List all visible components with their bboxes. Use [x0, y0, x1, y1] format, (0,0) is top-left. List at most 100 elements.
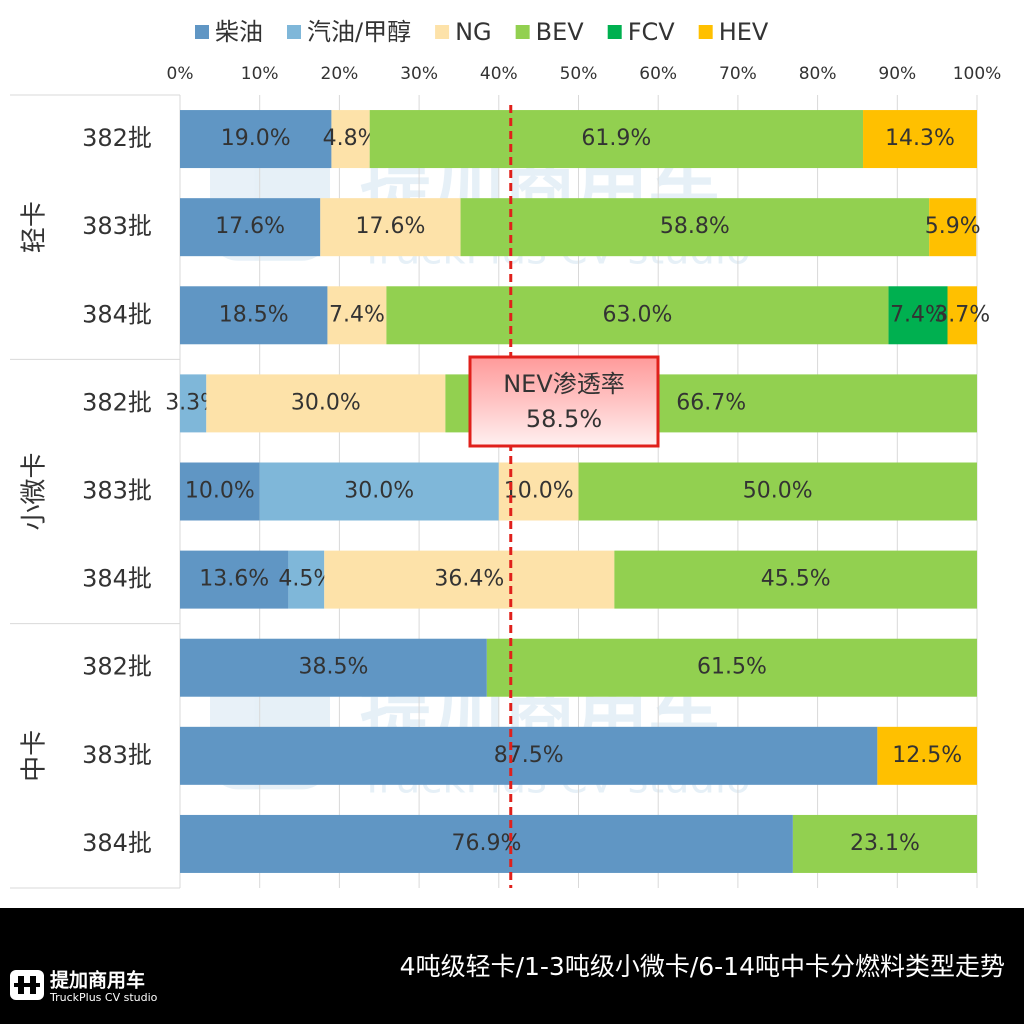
bar-segment	[877, 726, 977, 785]
data-label: 17.6%	[355, 214, 425, 239]
data-label: 14.3%	[885, 126, 955, 151]
category-label: 384批	[82, 565, 152, 593]
data-label: 61.5%	[697, 655, 767, 680]
bar-segment	[180, 462, 260, 521]
bar-segment	[259, 462, 499, 521]
bar-segment	[180, 110, 332, 169]
data-label: 10.0%	[185, 479, 255, 504]
category-label: 384批	[82, 829, 152, 857]
data-label: 45.5%	[761, 567, 831, 592]
category-label: 382批	[82, 653, 152, 681]
data-label: 30.0%	[291, 390, 361, 415]
data-label: 7.4%	[890, 302, 946, 327]
bar-segment	[331, 110, 370, 169]
bar-segment	[324, 550, 615, 609]
legend-swatch	[515, 25, 530, 39]
data-label: 61.9%	[581, 126, 651, 151]
logo-subtext: TruckPlus CV studio	[49, 991, 158, 1004]
data-label: 10.0%	[504, 479, 574, 504]
annotation-text: NEV渗透率	[503, 370, 625, 398]
category-label: 382批	[82, 388, 152, 416]
bar-segment	[320, 198, 461, 257]
legend-swatch	[287, 25, 301, 39]
data-label: 63.0%	[603, 302, 673, 327]
data-label: 50.0%	[743, 479, 813, 504]
data-label: 23.1%	[850, 831, 920, 856]
category-label: 383批	[82, 477, 152, 505]
data-label: 38.5%	[298, 655, 368, 680]
data-label: 58.8%	[660, 214, 730, 239]
bar-segment	[180, 198, 321, 257]
group-label: 轻卡	[20, 201, 50, 253]
data-label: 87.5%	[494, 743, 564, 768]
bar-segment	[180, 638, 487, 697]
x-tick-label: 90%	[878, 64, 916, 84]
legend-label: 柴油	[215, 18, 263, 46]
legend-label: HEV	[719, 18, 769, 46]
footer-title: 4吨级轻卡/1-3吨级小微卡/6-14吨中卡分燃料类型走势	[400, 952, 1005, 981]
data-label: 66.7%	[676, 390, 746, 415]
x-tick-label: 70%	[719, 64, 757, 84]
category-label: 383批	[82, 741, 152, 769]
category-label: 384批	[82, 300, 152, 328]
logo-name: 提加商用车	[50, 969, 145, 992]
bar-segment	[947, 286, 977, 345]
data-label: 18.5%	[219, 302, 289, 327]
x-tick-label: 40%	[480, 64, 518, 84]
bar-segment	[180, 726, 878, 785]
x-tick-label: 60%	[639, 64, 677, 84]
bar-segment	[792, 814, 977, 873]
legend-label: 汽油/甲醇	[307, 18, 411, 46]
x-tick-label: 30%	[400, 64, 438, 84]
logo-icon	[10, 970, 44, 1000]
category-label: 383批	[82, 212, 152, 240]
bar-segment	[327, 286, 387, 345]
data-label: 19.0%	[221, 126, 291, 151]
x-tick-label: 0%	[167, 64, 194, 84]
legend-label: FCV	[628, 18, 676, 46]
bar-segment	[578, 462, 977, 521]
data-label: 4.8%	[323, 126, 379, 151]
bar-segment	[863, 110, 977, 169]
bar-segment	[180, 550, 289, 609]
annotation-box	[468, 355, 660, 448]
bar-segment	[460, 198, 930, 257]
x-tick-label: 50%	[560, 64, 598, 84]
x-tick-label: 80%	[799, 64, 837, 84]
group-label: 小微卡	[20, 452, 50, 530]
bar-segment	[486, 638, 977, 697]
x-tick-label: 20%	[321, 64, 359, 84]
legend-swatch	[698, 25, 713, 39]
bar-segment	[180, 374, 207, 433]
legend-swatch	[195, 25, 209, 39]
legend-swatch	[607, 25, 622, 39]
bar-segment	[369, 110, 864, 169]
data-label: 5.9%	[925, 214, 981, 239]
plot: 0% 10% 20% 30% 40% 50% 60% 70% 80% 90% 100% 382批 19.…	[10, 64, 1002, 889]
data-label: 3.7%	[934, 302, 990, 327]
category-label: 382批	[82, 124, 152, 152]
group-label: 中卡	[20, 730, 50, 782]
bar-segment	[888, 286, 948, 345]
legend-label: BEV	[536, 18, 585, 46]
bar-segment	[929, 198, 977, 257]
data-label: 30.0%	[344, 479, 414, 504]
bar-segment	[614, 550, 977, 609]
annotation-value: 58.5%	[526, 405, 602, 433]
bar-segment	[206, 374, 446, 433]
bar-segment	[386, 286, 889, 345]
data-label: 12.5%	[892, 743, 962, 768]
bar-segment	[288, 550, 325, 609]
data-label: 36.4%	[434, 567, 504, 592]
legend: 柴油 汽油/甲醇 NG BEV FCV HEV	[195, 18, 769, 46]
x-tick-label: 10%	[241, 64, 279, 84]
legend-swatch	[435, 25, 450, 39]
footer-band	[0, 908, 1024, 1024]
legend-label: NG	[455, 18, 492, 46]
bar-segment	[180, 286, 328, 345]
data-label: 7.4%	[329, 302, 385, 327]
data-label: 17.6%	[215, 214, 285, 239]
x-tick-label: 100%	[953, 64, 1002, 84]
